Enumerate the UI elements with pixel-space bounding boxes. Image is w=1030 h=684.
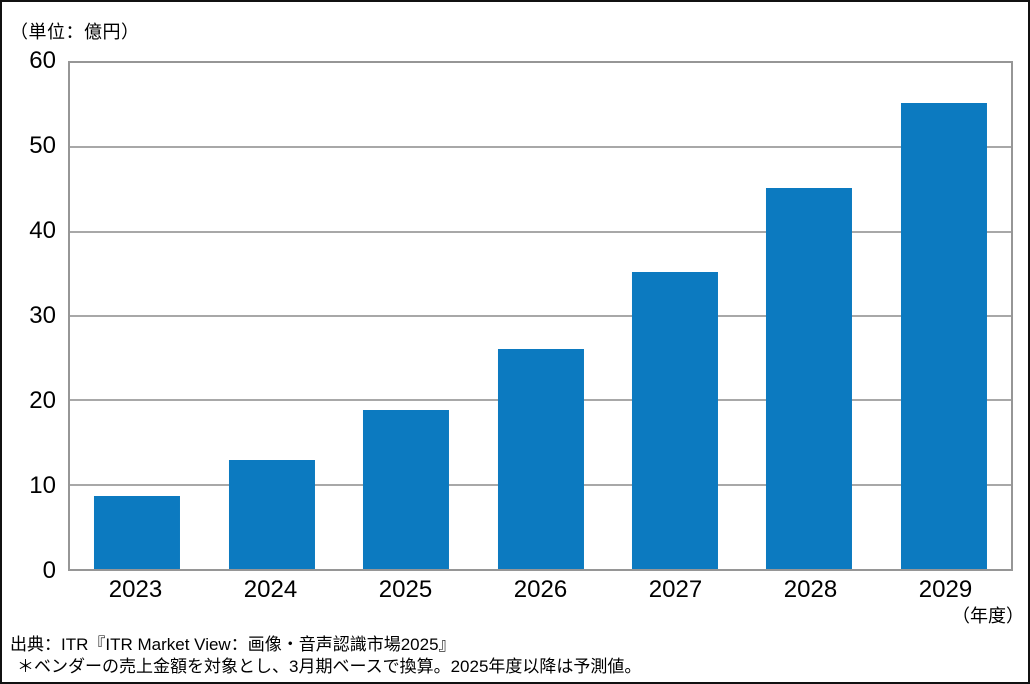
bar: [631, 272, 718, 569]
source-block: 出典：ITR『ITR Market View：画像・音声認識市場2025』 ＊ベ…: [10, 634, 641, 678]
bar: [94, 495, 181, 569]
y-tick-label: 10: [29, 472, 56, 499]
y-tick-label: 30: [29, 302, 56, 329]
bar: [363, 410, 450, 569]
plot-area: [68, 61, 1013, 571]
y-tick-label: 50: [29, 132, 56, 159]
bar: [497, 348, 584, 569]
source-line-2: ＊ベンダーの売上金額を対象とし、3月期ベースで換算。2025年度以降は予測値。: [17, 657, 642, 676]
gridline: [70, 230, 1011, 233]
y-tick-label: 60: [29, 47, 56, 74]
x-tick-label: 2023: [108, 576, 163, 603]
bar: [228, 460, 315, 569]
x-tick-label: 2025: [378, 576, 433, 603]
x-tick-label: 2029: [918, 576, 973, 603]
gridline: [70, 315, 1011, 317]
y-tick-label: 40: [29, 217, 56, 244]
x-axis: 2023 2024 2025 2026 2027 2028 2029: [68, 576, 1013, 606]
x-tick-label: 2026: [513, 576, 568, 603]
bar: [900, 103, 987, 569]
x-tick-label: 2027: [648, 576, 703, 603]
x-tick-label: 2024: [243, 576, 298, 603]
unit-label: （単位：億円）: [10, 22, 140, 42]
y-tick-label: 20: [29, 387, 56, 414]
x-axis-note: （年度）: [952, 606, 1024, 626]
x-tick-label: 2028: [783, 576, 838, 603]
gridline: [70, 146, 1011, 149]
source-line-1: 出典：ITR『ITR Market View：画像・音声認識市場2025』: [10, 635, 456, 654]
bar: [766, 187, 853, 569]
y-axis: 0 10 20 30 40 50 60: [0, 47, 62, 584]
y-tick-label: 0: [42, 557, 56, 584]
